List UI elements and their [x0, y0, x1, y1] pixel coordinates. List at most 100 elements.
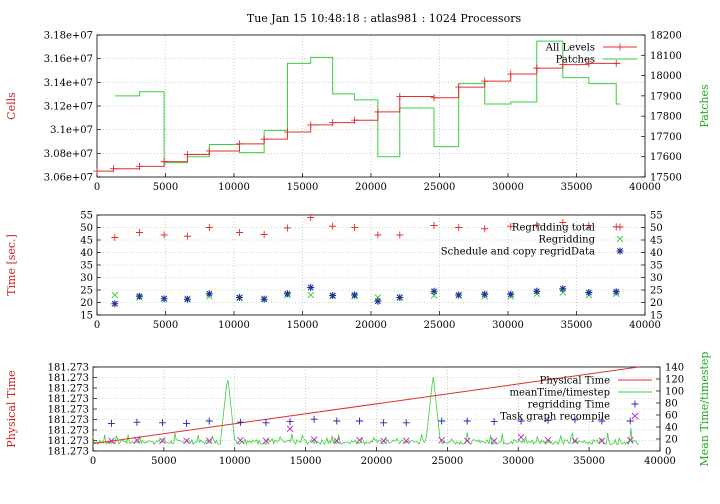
y-tick-label: 30: [80, 273, 93, 284]
regridding-total-point: [111, 234, 119, 241]
legend-marker: [631, 412, 639, 420]
x-tick-label: 5000: [153, 182, 178, 193]
all-levels-point: [205, 147, 213, 155]
schedule-copy-point: [283, 290, 291, 298]
regridding-total-point: [396, 231, 404, 239]
all-levels-point: [559, 61, 567, 69]
y-tick-label: 3.08e+07: [44, 149, 93, 160]
all-levels-point: [235, 140, 243, 148]
y2-tick-label: 35: [650, 261, 663, 272]
x-tick-label: 30000: [502, 456, 534, 467]
legend-marker: [616, 43, 624, 51]
task-graph-point: [333, 437, 341, 445]
legend-label: All Levels: [545, 43, 595, 54]
regridding-total-point: [307, 214, 315, 221]
regridding-total-point: [160, 231, 168, 239]
y-axis-label: Cells: [5, 92, 18, 120]
x-tick-label: 20000: [355, 182, 387, 193]
x-tick-label: 10000: [218, 320, 250, 331]
y-tick-label: 3.06e+07: [44, 173, 93, 184]
x-tick-label: 25000: [424, 182, 456, 193]
x-tick-label: 15000: [287, 320, 319, 331]
task-graph-point: [356, 436, 363, 444]
schedule-copy-point: [585, 289, 593, 296]
regridding-time-point: [490, 418, 498, 426]
all-levels-point: [160, 158, 168, 166]
regridding-point: [307, 291, 315, 299]
legend-label: Patches: [556, 55, 595, 66]
y2-tick-label: 17800: [650, 112, 682, 123]
x-tick-label: 40000: [644, 456, 676, 467]
schedule-copy-point: [307, 284, 315, 291]
y2-tick-label: 17600: [650, 152, 682, 163]
all-levels-point: [283, 128, 291, 136]
y-tick-label: 3.16e+07: [44, 54, 93, 65]
y-tick-label: 181.273: [48, 415, 89, 426]
regridding-total-point: [183, 232, 191, 240]
x-tick-label: 20000: [355, 320, 387, 331]
y-tick-label: 25: [80, 286, 93, 297]
regridding-time-point: [310, 415, 318, 423]
all-levels-point: [329, 119, 337, 127]
y2-tick-label: 17700: [650, 132, 682, 143]
y2-tick-label: 40: [665, 423, 678, 434]
regridding-time-point: [333, 417, 341, 425]
all-levels-point: [307, 121, 315, 129]
schedule-copy-point: [183, 295, 191, 303]
y2-tick-label: 17900: [650, 91, 682, 102]
y-tick-label: 3.14e+07: [44, 78, 93, 89]
regridding-time-point: [158, 419, 166, 427]
all-levels-point: [533, 64, 541, 72]
plot-frame: [92, 366, 661, 452]
regridding-total-point: [430, 222, 438, 229]
y-tick-label: 181.273: [48, 426, 89, 437]
schedule-copy-point: [507, 290, 515, 298]
regridding-total-point: [205, 224, 213, 231]
series-physical-time-line: [92, 366, 639, 445]
y2-tick-label: 18000: [650, 71, 682, 82]
x-tick-label: 35000: [561, 182, 593, 193]
y2-tick-label: 55: [650, 211, 663, 222]
legend-label: regridding Time: [528, 400, 610, 411]
x-tick-label: 5000: [151, 456, 176, 467]
task-graph-point: [159, 437, 166, 445]
task-graph-point: [108, 437, 115, 445]
schedule-copy-point: [160, 295, 168, 303]
all-levels-point: [351, 116, 359, 124]
physical-time-panel: 0 5000 10000 15000 20000 25000 30000 35000 40000…: [5, 352, 711, 467]
regridding-total-point: [585, 222, 593, 229]
x-tick-label: 30000: [492, 182, 524, 193]
legend-marker: [616, 235, 624, 243]
y2-tick-label: 100: [665, 387, 684, 398]
y2-tick-label: 20: [665, 435, 678, 446]
legend-label: Physical Time: [540, 376, 610, 387]
x-tick-label: 10000: [219, 456, 251, 467]
legend-marker: [631, 400, 639, 408]
schedule-copy-point: [612, 288, 620, 296]
regridding-total-point: [135, 229, 143, 236]
x-tick-label: 5000: [153, 320, 178, 331]
regridding-total-point: [559, 219, 567, 226]
y-tick-label: 181.273: [48, 436, 89, 447]
regridding-time-point: [463, 417, 471, 425]
regridding-time-point: [571, 416, 579, 424]
legend-marker: [616, 223, 624, 231]
all-levels-point: [109, 165, 117, 173]
x-tick-label: 30000: [492, 320, 524, 331]
task-graph-point: [490, 437, 498, 445]
regridding-time-point: [205, 417, 213, 425]
y-tick-label: 45: [80, 236, 93, 247]
schedule-copy-point: [455, 291, 463, 299]
y-tick-label: 55: [80, 211, 93, 222]
task-graph-point: [544, 436, 552, 444]
task-graph-point: [237, 436, 244, 444]
regridding-total-point: [351, 224, 359, 231]
y-tick-label: 181.273: [48, 363, 89, 374]
all-levels-point: [481, 77, 489, 85]
schedule-copy-point: [111, 300, 119, 308]
regridding-time-point: [183, 419, 191, 427]
regridding-time-point: [262, 419, 270, 427]
x-tick-label: 35000: [573, 456, 605, 467]
regridding-time-point: [517, 417, 525, 425]
